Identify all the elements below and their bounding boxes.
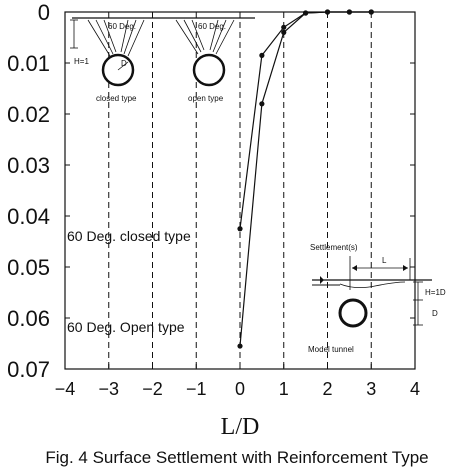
settlement-label: Settlement(s) — [310, 243, 358, 252]
x-tick-label: −1 — [186, 379, 207, 399]
model-tunnel-icon — [338, 298, 368, 328]
series-0-point — [237, 226, 243, 232]
series-1-point — [303, 10, 309, 16]
x-tick-label: 4 — [410, 379, 420, 399]
inset-settlement-diagram: Settlement(s) L H=1D D Model tunnel — [308, 243, 446, 354]
data-series — [237, 9, 374, 349]
series-0-point — [259, 52, 265, 58]
series-0-point — [281, 24, 287, 30]
d-label-right: D — [432, 309, 438, 318]
y-tick-label: 0.07 — [7, 357, 50, 382]
y-tick-label: 0.04 — [7, 204, 50, 229]
x-tick-label: 2 — [322, 379, 332, 399]
open-type-label: open type — [188, 94, 224, 103]
inset-d-label: D — [121, 59, 127, 68]
series-1-point — [368, 9, 374, 15]
inset-deg-label-closed: 60 Deg. — [108, 22, 136, 31]
figure-caption: Fig. 4 Surface Settlement with Reinforce… — [45, 448, 428, 467]
y-tick-label: 0.06 — [7, 306, 50, 331]
open-tunnel-icon — [192, 53, 226, 87]
l-label: L — [382, 256, 387, 265]
x-axis-ticks: −4 −3 −2 −1 0 1 2 3 4 — [55, 364, 420, 399]
y-tick-label: 0.01 — [7, 51, 50, 76]
y-tick-label: 0.02 — [7, 102, 50, 127]
inset-h-label: H=1 — [74, 57, 89, 66]
x-tick-label: 0 — [235, 379, 245, 399]
h-1d-label: H=1D — [425, 288, 446, 297]
gridlines — [108, 12, 372, 369]
series-1-point — [281, 29, 287, 35]
series-line-1 — [239, 11, 372, 347]
x-tick-label: 1 — [279, 379, 289, 399]
y-axis-ticks: 0 0.01 0.02 0.03 0.04 0.05 0.06 0.07 — [7, 0, 415, 382]
y-tick-label: 0 — [38, 0, 50, 25]
series-1-point — [346, 9, 352, 15]
label-closed-type: 60 Deg. closed type — [67, 228, 191, 244]
x-axis-label: L/D — [221, 414, 260, 440]
inset-reinforcement-diagram: H=1 60 Deg. D closed type 60 Deg. open t… — [70, 17, 255, 103]
series-1-point — [259, 101, 265, 107]
series-1-point — [237, 343, 243, 349]
x-tick-label: 3 — [366, 379, 376, 399]
model-tunnel-label: Model tunnel — [308, 345, 354, 354]
x-tick-label: −3 — [98, 379, 119, 399]
y-tick-label: 0.05 — [7, 255, 50, 280]
y-tick-label: 0.03 — [7, 153, 50, 178]
series-1-point — [324, 9, 331, 15]
series-line-0 — [239, 11, 372, 229]
x-tick-label: −4 — [55, 379, 76, 399]
label-open-type: 60 Deg. Open type — [67, 319, 185, 335]
x-tick-label: −2 — [142, 379, 163, 399]
closed-type-label: closed type — [96, 94, 137, 103]
inset-deg-label-open: 60 Deg. — [198, 22, 226, 31]
